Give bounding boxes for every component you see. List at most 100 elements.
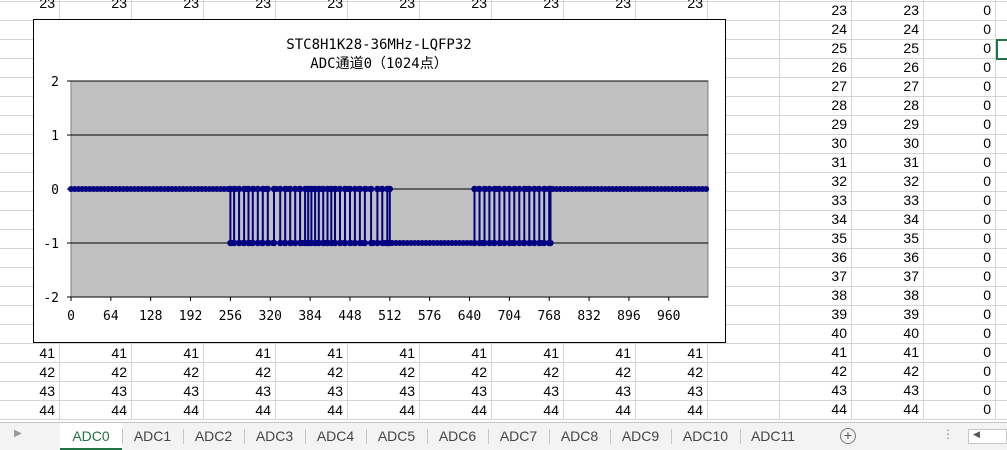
sheet-cell[interactable]: 0 (983, 401, 991, 417)
sheet-cell[interactable]: 32 (831, 173, 847, 189)
sheet-cell[interactable]: 41 (831, 344, 847, 360)
triangle-left-icon[interactable]: ◀ (973, 429, 980, 439)
sheet-tab-adc2[interactable]: ADC2 (194, 428, 233, 444)
sheet-cell[interactable]: 0 (983, 306, 991, 322)
sheet-cell[interactable]: 23 (327, 0, 343, 11)
sheet-cell[interactable]: 0 (983, 230, 991, 246)
sheet-cell[interactable]: 41 (903, 344, 919, 360)
sheet-cell[interactable]: 41 (471, 345, 487, 361)
sheet-cell[interactable]: 28 (831, 97, 847, 113)
sheet-cell[interactable]: 34 (831, 211, 847, 227)
sheet-cell[interactable]: 38 (831, 287, 847, 303)
sheet-cell[interactable]: 43 (831, 382, 847, 398)
sheet-cell[interactable]: 35 (903, 230, 919, 246)
sheet-cell[interactable]: 0 (983, 78, 991, 94)
sheet-cell[interactable]: 41 (615, 345, 631, 361)
sheet-cell[interactable]: 44 (39, 402, 55, 418)
sheet-cell[interactable]: 38 (903, 287, 919, 303)
sheet-cell[interactable]: 43 (471, 383, 487, 399)
sheet-cell[interactable]: 43 (687, 383, 703, 399)
active-cell-selection[interactable] (996, 39, 1007, 60)
sheet-cell[interactable]: 44 (471, 402, 487, 418)
sheet-cell[interactable]: 41 (39, 345, 55, 361)
sheet-tab-adc7[interactable]: ADC7 (499, 428, 538, 444)
sheet-cell[interactable]: 42 (111, 364, 127, 380)
sheet-cell[interactable]: 43 (183, 383, 199, 399)
sheet-cell[interactable]: 42 (831, 363, 847, 379)
sheet-cell[interactable]: 35 (831, 230, 847, 246)
sheet-tab-adc4[interactable]: ADC4 (316, 428, 355, 444)
sheet-cell[interactable]: 39 (903, 306, 919, 322)
triangle-left-icon[interactable]: ▶ (14, 428, 22, 439)
sheet-cell[interactable]: 36 (831, 249, 847, 265)
sheet-cell[interactable]: 23 (111, 0, 127, 11)
sheet-cell[interactable]: 44 (903, 401, 919, 417)
sheet-cell[interactable]: 41 (399, 345, 415, 361)
sheet-cell[interactable]: 44 (255, 402, 271, 418)
sheet-cell[interactable]: 0 (983, 249, 991, 265)
sheet-cell[interactable]: 0 (983, 116, 991, 132)
sheet-tab-adc11[interactable]: ADC11 (750, 428, 796, 444)
sheet-cell[interactable]: 44 (111, 402, 127, 418)
sheet-cell[interactable]: 33 (903, 192, 919, 208)
sheet-cell[interactable]: 42 (327, 364, 343, 380)
sheet-cell[interactable]: 0 (983, 97, 991, 113)
sheet-cell[interactable]: 41 (327, 345, 343, 361)
sheet-cell[interactable]: 25 (831, 40, 847, 56)
sheet-cell[interactable]: 26 (831, 59, 847, 75)
sheet-cell[interactable]: 43 (111, 383, 127, 399)
sheet-cell[interactable]: 23 (687, 0, 703, 11)
sheet-cell[interactable]: 0 (983, 135, 991, 151)
sheet-cell[interactable]: 44 (831, 401, 847, 417)
sheet-cell[interactable]: 42 (399, 364, 415, 380)
sheet-cell[interactable]: 41 (111, 345, 127, 361)
sheet-tab-adc6[interactable]: ADC6 (438, 428, 477, 444)
sheet-cell[interactable]: 44 (399, 402, 415, 418)
sheet-cell[interactable]: 23 (399, 0, 415, 11)
sheet-cell[interactable]: 0 (983, 59, 991, 75)
sheet-cell[interactable]: 31 (903, 154, 919, 170)
sheet-cell[interactable]: 44 (327, 402, 343, 418)
sheet-cell[interactable]: 41 (183, 345, 199, 361)
sheet-cell[interactable]: 0 (983, 192, 991, 208)
sheet-cell[interactable]: 23 (39, 0, 55, 11)
sheet-cell[interactable]: 33 (831, 192, 847, 208)
sheet-cell[interactable]: 29 (903, 116, 919, 132)
sheet-cell[interactable]: 0 (983, 21, 991, 37)
sheet-cell[interactable]: 43 (615, 383, 631, 399)
sheet-cell[interactable]: 41 (543, 345, 559, 361)
sheet-tab-adc8[interactable]: ADC8 (560, 428, 599, 444)
sheet-cell[interactable]: 25 (903, 40, 919, 56)
sheet-cell[interactable]: 43 (399, 383, 415, 399)
adc-chart[interactable]: STC8H1K28-36MHz-LQFP32 ADC通道0（1024点） 2 1 0 -1… (33, 19, 726, 343)
sheet-cell[interactable]: 29 (831, 116, 847, 132)
sheet-cell[interactable]: 0 (983, 287, 991, 303)
sheet-cell[interactable]: 23 (831, 2, 847, 18)
sheet-cell[interactable]: 41 (687, 345, 703, 361)
sheet-cell[interactable]: 26 (903, 59, 919, 75)
sheet-cell[interactable]: 43 (255, 383, 271, 399)
sheet-tab-adc9[interactable]: ADC9 (621, 428, 660, 444)
sheet-cell[interactable]: 39 (831, 306, 847, 322)
sheet-cell[interactable]: 0 (983, 2, 991, 18)
sheet-cell[interactable]: 23 (255, 0, 271, 11)
sheet-cell[interactable]: 40 (831, 325, 847, 341)
sheet-cell[interactable]: 40 (903, 325, 919, 341)
sheet-cell[interactable]: 24 (903, 21, 919, 37)
sheet-cell[interactable]: 0 (983, 363, 991, 379)
sheet-tab-adc5[interactable]: ADC5 (377, 428, 416, 444)
sheet-cell[interactable]: 37 (831, 268, 847, 284)
sheet-cell[interactable]: 23 (471, 0, 487, 11)
plus-circle-icon[interactable]: + (840, 428, 856, 444)
sheet-cell[interactable]: 24 (831, 21, 847, 37)
sheet-cell[interactable]: 0 (983, 325, 991, 341)
sheet-cell[interactable]: 23 (543, 0, 559, 11)
sheet-tab-adc1[interactable]: ADC1 (133, 428, 172, 444)
sheet-cell[interactable]: 42 (39, 364, 55, 380)
more-options-icon[interactable]: ⋮ (942, 427, 954, 441)
sheet-cell[interactable]: 0 (983, 382, 991, 398)
sheet-tab-adc10[interactable]: ADC10 (682, 428, 729, 444)
sheet-cell[interactable]: 44 (543, 402, 559, 418)
sheet-tab-adc3[interactable]: ADC3 (255, 428, 294, 444)
sheet-cell[interactable]: 36 (903, 249, 919, 265)
